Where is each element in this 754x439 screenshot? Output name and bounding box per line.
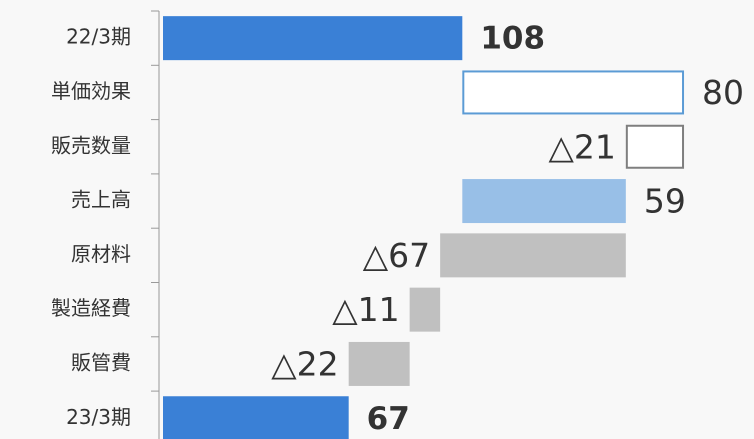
value-label: 80 [702,73,744,112]
bar [440,233,626,278]
value-label: △67 [363,236,430,275]
value-label: 59 [644,182,686,221]
category-label: 販売数量 [51,133,131,157]
bar [625,124,685,169]
value-label: 67 [367,401,410,437]
category-label: 売上高 [71,188,131,212]
category-label: 販管費 [71,350,131,374]
value-label: 108 [480,21,545,57]
category-label: 原材料 [71,242,131,266]
category-label: 22/3期 [66,25,131,49]
value-label: △11 [332,290,399,329]
bar [163,16,463,61]
value-label: △21 [548,127,615,166]
category-label: 製造経費 [51,296,131,320]
category-label: 23/3期 [66,405,131,429]
bar [462,179,626,224]
value-label: △22 [271,344,338,383]
bar [163,396,349,439]
bar [348,341,410,386]
category-label: 単価効果 [51,79,131,103]
bar [409,287,441,332]
bar [462,70,685,115]
